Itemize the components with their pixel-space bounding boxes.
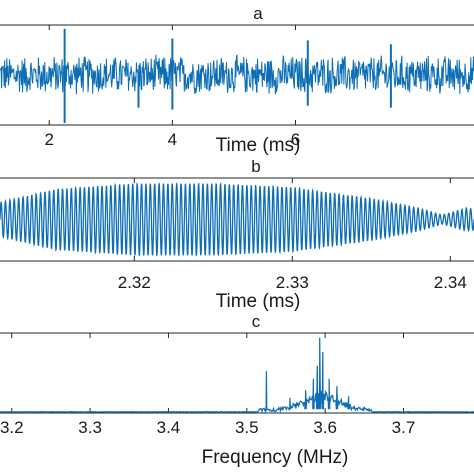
panel-b-ticks: 2.32 2.33 2.34: [118, 178, 467, 292]
panel-a-title: a: [253, 4, 263, 23]
panel-a-axes-box: [0, 24, 474, 126]
x-tick-label: 3.5: [235, 418, 259, 437]
panel-c-spectrum-line: [0, 337, 474, 414]
x-tick-label: 2.32: [118, 273, 151, 292]
x-tick-label: 6: [291, 130, 300, 149]
x-tick-label: 2: [45, 130, 54, 149]
panel-a: a 2 4 6 Time (ms): [0, 4, 474, 156]
panel-c-ticks: 3.2 3.3 3.4 3.5 3.6 3.7: [0, 333, 415, 437]
x-tick-label: 2.33: [276, 273, 309, 292]
panel-b: b 2.32 2.33 2.34 Time (ms): [0, 157, 474, 312]
panel-a-ticks: 2 4 6: [45, 25, 300, 149]
panel-b-xlabel: Time (ms): [216, 291, 301, 312]
panel-c-axes-box: [0, 332, 474, 414]
panel-b-signal-line: [0, 181, 474, 257]
panel-b-title: b: [251, 157, 260, 176]
x-tick-label: 2.34: [434, 273, 467, 292]
x-tick-label: 3.3: [78, 418, 102, 437]
panel-c: c 3.2 3.3 3.4 3.5 3.6 3.7 Frequency (MHz): [0, 312, 474, 468]
panel-c-title: c: [252, 312, 261, 331]
panel-a-xlabel: Time (ms): [216, 135, 301, 156]
x-tick-label: 3.4: [157, 418, 181, 437]
panel-b-axes-box: [0, 177, 474, 262]
x-tick-label: 3.2: [0, 418, 24, 437]
panel-a-spikes: [63, 28, 392, 124]
x-tick-label: 4: [168, 130, 177, 149]
x-tick-label: 3.6: [313, 418, 337, 437]
panel-a-signal-line: [0, 54, 474, 95]
x-tick-label: 3.7: [392, 418, 416, 437]
panel-c-xlabel: Frequency (MHz): [202, 447, 349, 468]
